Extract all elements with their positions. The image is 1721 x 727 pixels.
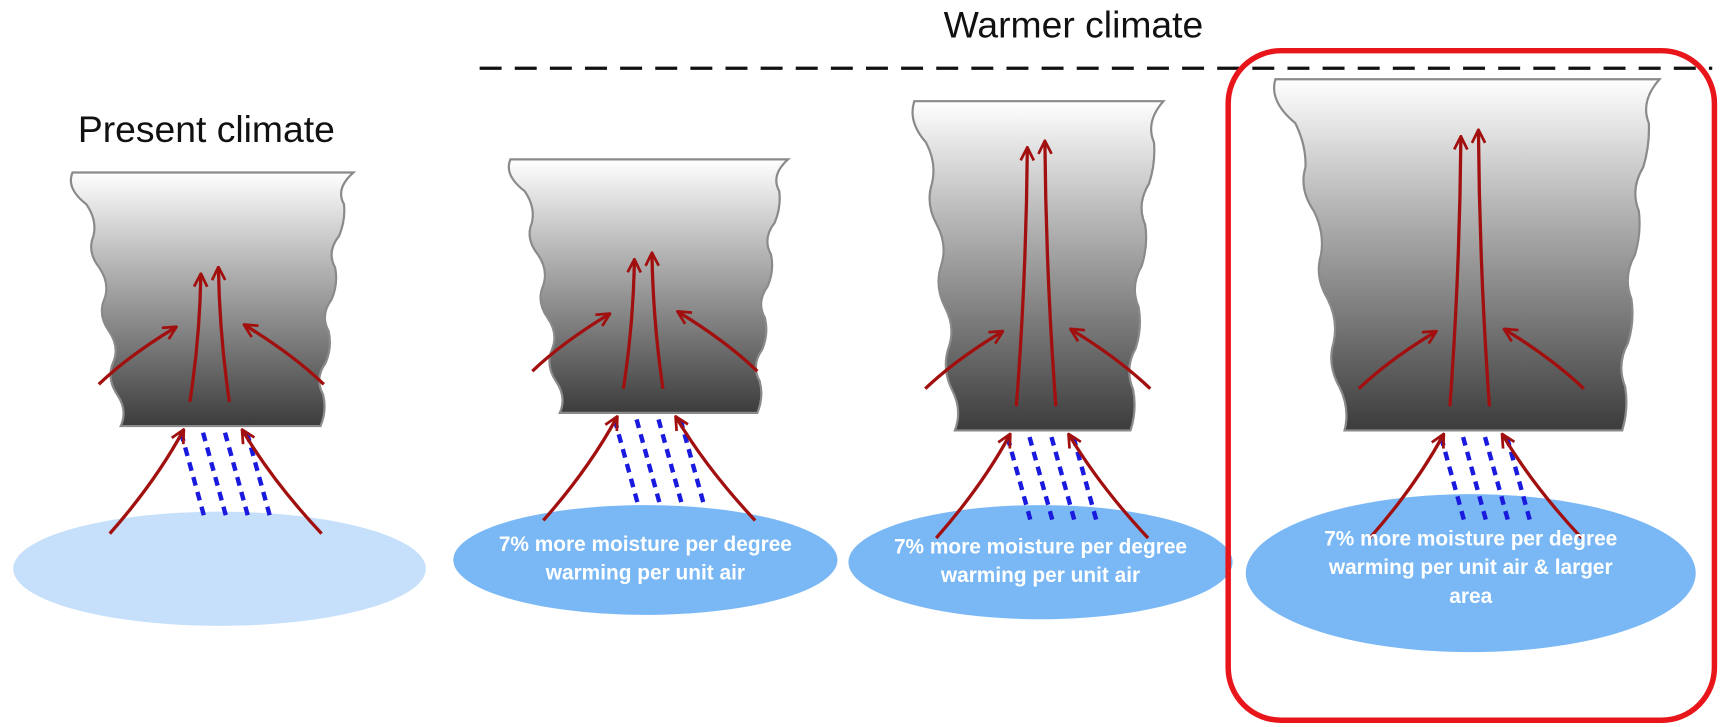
rain <box>637 419 661 507</box>
moisture-pool <box>13 512 426 626</box>
page: {"header": {"warmer": "Warmer climate", … <box>0 0 1721 727</box>
pool-label: 7% more moisture per degree <box>894 535 1187 558</box>
present-title: Present climate <box>78 108 335 150</box>
diagram: Warmer climate Present climate 7% more m… <box>0 0 1721 727</box>
pool-label: 7% more moisture per degree <box>499 533 792 556</box>
moisture-pool <box>453 505 837 615</box>
panels: 7% more moisture per degree warming per u… <box>13 79 1696 652</box>
pool-label: area <box>1449 585 1492 608</box>
rain <box>659 419 683 507</box>
rain <box>615 419 639 507</box>
storm-panel: 7% more moisture per degree warming per u… <box>848 101 1232 619</box>
pool-label: warming per unit air & larger <box>1328 556 1613 579</box>
storm-panel: 7% more moisture per degree warming per u… <box>453 159 837 614</box>
cloud <box>1274 79 1659 430</box>
pool-label: warming per unit air <box>545 562 745 585</box>
storm-panel <box>13 173 426 626</box>
storm-panel: 7% more moisture per degree warming per u… <box>1246 79 1696 652</box>
moisture-pool <box>848 505 1232 619</box>
rain <box>181 433 205 521</box>
cloud <box>509 159 788 413</box>
arrow <box>676 417 755 520</box>
pool-label: warming per unit air <box>940 564 1140 587</box>
cloud <box>913 101 1164 430</box>
cloud <box>71 173 354 427</box>
rain <box>203 433 227 521</box>
pool-label: 7% more moisture per degree <box>1324 528 1617 551</box>
warmer-title: Warmer climate <box>944 4 1204 46</box>
arrow <box>543 417 617 520</box>
rain <box>225 433 249 521</box>
